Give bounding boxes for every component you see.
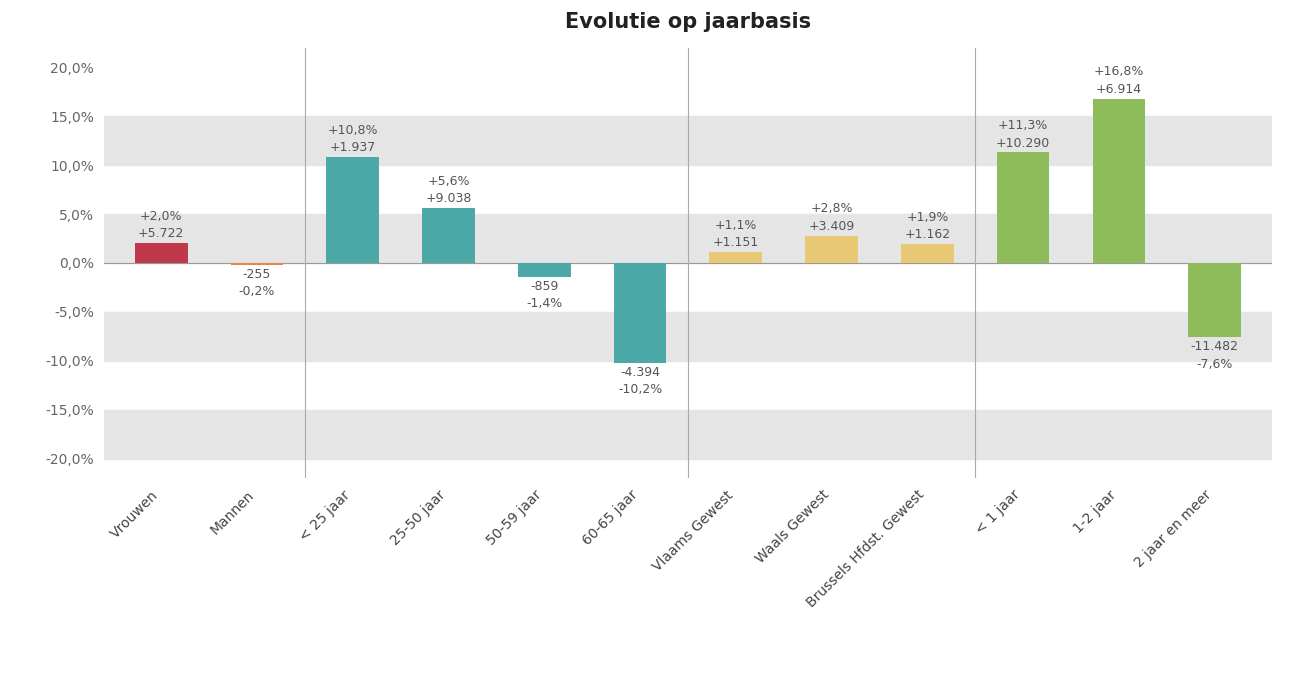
Bar xyxy=(135,243,188,263)
Text: +6.914: +6.914 xyxy=(1096,83,1142,96)
Text: -859: -859 xyxy=(530,279,558,292)
Bar xyxy=(104,312,1272,361)
Text: -0,2%: -0,2% xyxy=(239,285,275,298)
Bar xyxy=(231,263,283,265)
Bar xyxy=(901,245,954,263)
Text: -11.482: -11.482 xyxy=(1190,340,1238,353)
Bar xyxy=(997,152,1049,263)
Text: -1,4%: -1,4% xyxy=(526,297,562,310)
Bar xyxy=(104,410,1272,458)
Text: +10,8%: +10,8% xyxy=(327,124,378,137)
Bar xyxy=(104,116,1272,165)
Text: +10.290: +10.290 xyxy=(996,137,1050,150)
Text: +1.151: +1.151 xyxy=(713,236,759,249)
Bar xyxy=(1093,98,1145,263)
Text: -4.394: -4.394 xyxy=(620,365,661,378)
Bar xyxy=(422,208,475,263)
Bar xyxy=(104,214,1272,263)
Bar xyxy=(614,263,666,363)
Bar xyxy=(518,263,571,277)
Text: +5,6%: +5,6% xyxy=(427,175,470,188)
Text: +1.937: +1.937 xyxy=(330,141,376,154)
Bar xyxy=(805,236,858,263)
Bar xyxy=(327,157,379,263)
Bar xyxy=(1188,263,1241,337)
Text: -7,6%: -7,6% xyxy=(1197,358,1233,371)
Text: -255: -255 xyxy=(243,268,271,281)
Text: +5.722: +5.722 xyxy=(138,227,184,240)
Text: +9.038: +9.038 xyxy=(426,192,471,206)
Title: Evolutie op jaarbasis: Evolutie op jaarbasis xyxy=(565,12,811,32)
Bar xyxy=(710,252,762,263)
Text: +1,1%: +1,1% xyxy=(715,219,757,232)
Text: +2,0%: +2,0% xyxy=(140,210,183,223)
Text: +16,8%: +16,8% xyxy=(1094,65,1144,78)
Text: +1,9%: +1,9% xyxy=(906,211,949,224)
Text: +3.409: +3.409 xyxy=(809,220,854,233)
Text: +2,8%: +2,8% xyxy=(810,202,853,215)
Text: +11,3%: +11,3% xyxy=(998,119,1049,132)
Text: -10,2%: -10,2% xyxy=(618,383,662,396)
Text: +1.162: +1.162 xyxy=(905,228,950,242)
